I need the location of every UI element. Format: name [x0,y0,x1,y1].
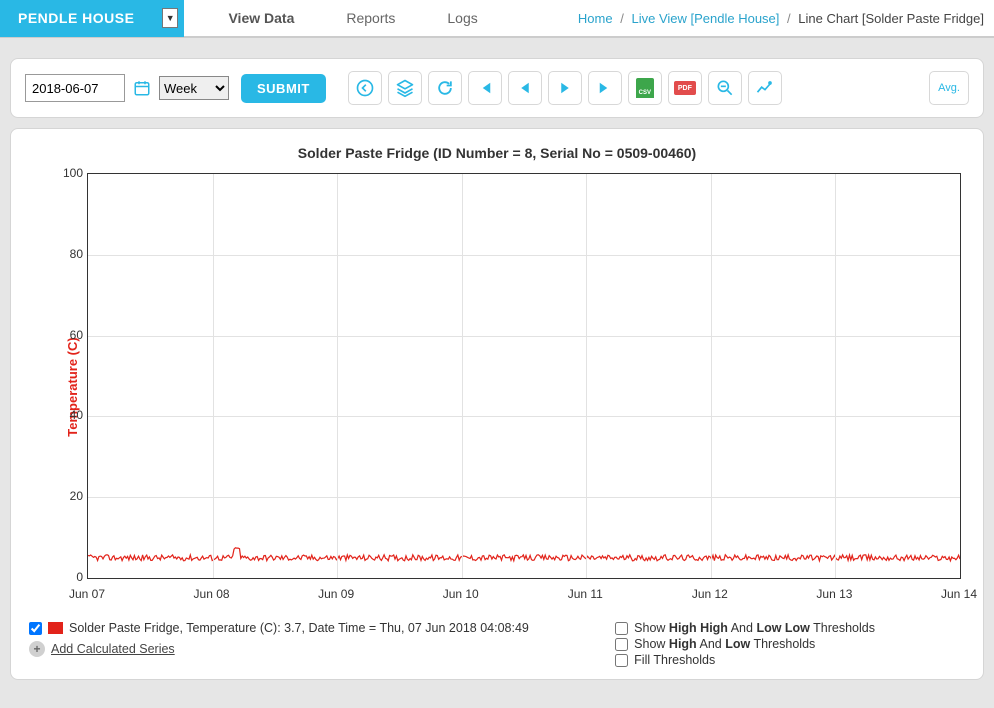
threshold-hl-checkbox[interactable] [615,638,628,651]
location-select[interactable]: PENDLE HOUSE ▼ [0,0,184,37]
skip-fwd-icon[interactable] [588,71,622,105]
chart-title: Solder Paste Fridge (ID Number = 8, Seri… [29,145,965,161]
series-visible-checkbox[interactable] [29,622,42,635]
tab-view-data[interactable]: View Data [202,0,320,37]
next-icon[interactable] [548,71,582,105]
layers-icon[interactable] [388,71,422,105]
back-icon[interactable] [348,71,382,105]
prev-icon[interactable] [508,71,542,105]
threshold-hl[interactable]: Show High And Low Thresholds [615,637,875,651]
chart-area: Temperature (C) 020406080100Jun 07Jun 08… [29,167,965,607]
series-color-swatch [48,622,63,634]
breadcrumb-current: Line Chart [Solder Paste Fridge] [798,11,984,26]
icon-bar: CSV PDF [348,71,782,105]
series-legend-text: Solder Paste Fridge, Temperature (C): 3.… [69,621,529,635]
threshold-hhll-checkbox[interactable] [615,622,628,635]
nav-tabs: View Data Reports Logs [202,0,503,37]
zoom-out-icon[interactable] [708,71,742,105]
chart-settings-icon[interactable] [748,71,782,105]
period-select[interactable]: Week [159,76,229,100]
breadcrumb: Home / Live View [Pendle House] / Line C… [578,11,984,26]
threshold-fill-checkbox[interactable] [615,654,628,667]
add-calculated-series[interactable]: + Add Calculated Series [29,641,529,657]
breadcrumb-sep: / [783,11,795,26]
series-legend: Solder Paste Fridge, Temperature (C): 3.… [29,621,529,635]
export-pdf-icon[interactable]: PDF [668,71,702,105]
calendar-icon[interactable] [131,77,153,99]
threshold-hhll[interactable]: Show High High And Low Low Thresholds [615,621,875,635]
submit-button[interactable]: SUBMIT [241,74,326,103]
refresh-icon[interactable] [428,71,462,105]
chevron-down-icon[interactable]: ▼ [162,8,178,28]
top-bar: PENDLE HOUSE ▼ View Data Reports Logs Ho… [0,0,994,38]
add-calc-link[interactable]: Add Calculated Series [51,642,175,656]
plot-region [87,173,961,579]
breadcrumb-home[interactable]: Home [578,11,613,26]
chart-panel: Solder Paste Fridge (ID Number = 8, Seri… [10,128,984,680]
tab-reports[interactable]: Reports [320,0,421,37]
location-select-value: PENDLE HOUSE [18,10,134,26]
date-input[interactable] [25,74,125,102]
avg-button[interactable]: Avg. [929,71,969,105]
breadcrumb-live-view[interactable]: Live View [Pendle House] [631,11,779,26]
plus-icon: + [29,641,45,657]
export-csv-icon[interactable]: CSV [628,71,662,105]
skip-back-icon[interactable] [468,71,502,105]
breadcrumb-sep: / [616,11,628,26]
threshold-fill[interactable]: Fill Thresholds [615,653,875,667]
legend-row: Solder Paste Fridge, Temperature (C): 3.… [29,621,965,667]
threshold-options: Show High High And Low Low Thresholds Sh… [615,621,875,667]
toolbar: Week SUBMIT [10,58,984,118]
tab-logs[interactable]: Logs [421,0,503,37]
